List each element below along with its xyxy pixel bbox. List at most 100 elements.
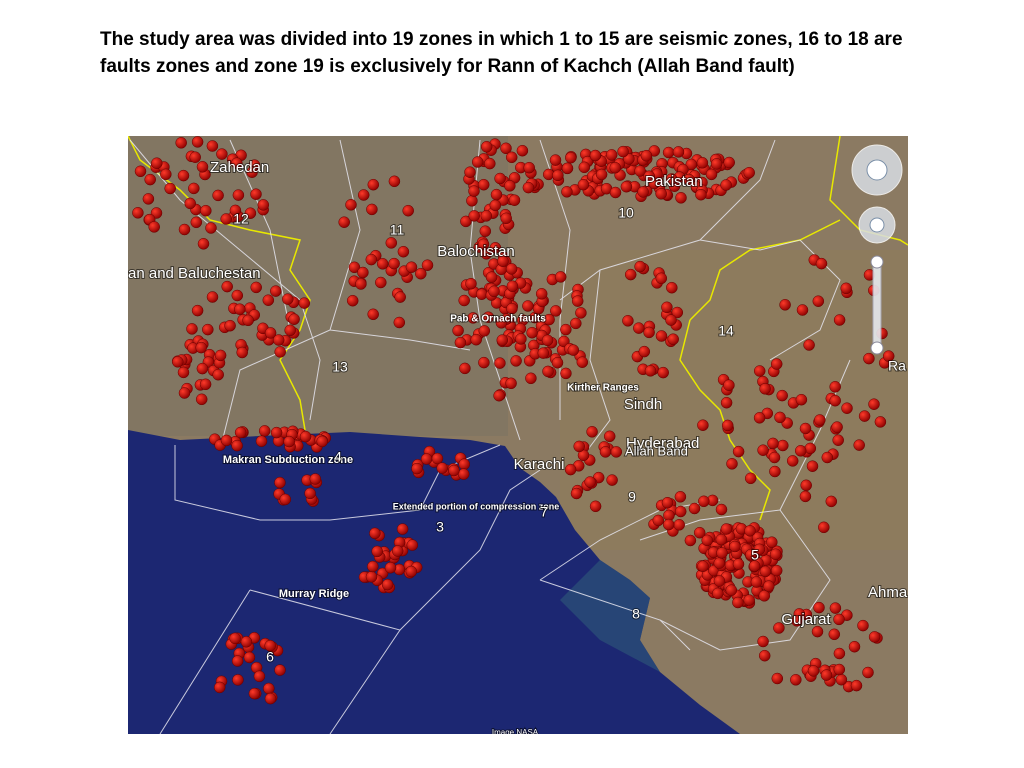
seismic-dot xyxy=(791,615,803,627)
seismic-dot xyxy=(609,161,621,174)
map-label: Sindh xyxy=(624,396,662,413)
seismic-dot xyxy=(355,278,367,290)
seismic-dot xyxy=(504,180,516,192)
seismic-dot xyxy=(820,669,833,681)
seismic-dot xyxy=(576,356,589,368)
seismic-dot xyxy=(716,547,728,559)
seismic-dot xyxy=(496,334,509,346)
seismic-dot xyxy=(523,161,535,174)
seismic-dot xyxy=(304,487,316,500)
seismic-dot xyxy=(459,362,471,375)
seismic-dot xyxy=(184,197,196,210)
map-labels: Zahedan Pakistan 12 11 10 Balochistan an and B… xyxy=(128,158,908,734)
seismic-dot xyxy=(750,576,763,588)
seismic-dot xyxy=(813,601,825,614)
seismic-dot xyxy=(578,161,591,174)
seismic-dot xyxy=(726,458,738,470)
seismic-dot xyxy=(470,333,482,346)
seismic-dot xyxy=(673,519,685,531)
seismic-dot xyxy=(868,631,881,643)
seismic-dot xyxy=(697,560,709,572)
seismic-dot xyxy=(199,378,212,391)
zoom-slider[interactable] xyxy=(872,257,882,355)
look-center xyxy=(866,159,888,181)
seismic-dot xyxy=(188,182,200,195)
map-label: 12 xyxy=(233,211,249,227)
slide-title: The study area was divided into 19 zones… xyxy=(100,29,903,77)
seismic-dot xyxy=(799,490,812,503)
seismic-dot xyxy=(214,349,227,362)
seismic-dot xyxy=(685,158,698,171)
seismic-dot xyxy=(829,602,842,614)
seismic-dot xyxy=(369,527,381,540)
seismic-dot xyxy=(543,313,555,326)
seismic-dot xyxy=(381,578,394,591)
seismic-dot xyxy=(833,663,846,676)
seismic-dot xyxy=(196,362,209,375)
seismic-dot xyxy=(807,665,820,677)
seismic-dot xyxy=(863,352,875,365)
seismic-dot xyxy=(242,314,254,327)
map-label: Pakistan xyxy=(645,173,703,190)
seismic-dot xyxy=(833,314,846,326)
seismic-dot xyxy=(795,393,808,406)
seismic-dot xyxy=(367,178,380,191)
seismic-dot xyxy=(270,285,282,297)
seismic-dot xyxy=(420,453,433,465)
seismic-dot xyxy=(405,565,418,578)
seismic-dot xyxy=(200,204,212,217)
seismic-dot xyxy=(240,636,253,648)
seismic-dot xyxy=(586,426,598,438)
seismic-dot xyxy=(770,358,783,370)
seismic-dot xyxy=(468,210,480,222)
seismic-dot xyxy=(624,268,637,281)
seismic-dot xyxy=(667,333,679,345)
seismic-dot xyxy=(526,326,538,339)
seismic-dot xyxy=(148,221,160,233)
seismic-dot xyxy=(609,186,622,199)
seismic-dot xyxy=(283,435,295,448)
seismic-dot xyxy=(522,181,535,194)
seismic-dot xyxy=(357,266,369,279)
seismic-dot xyxy=(821,451,834,464)
seismic-dot xyxy=(770,564,783,577)
seismic-dot xyxy=(710,158,723,170)
seismic-dot xyxy=(537,347,550,359)
seismic-dot xyxy=(384,561,397,574)
seismic-dot xyxy=(840,282,852,295)
seismic-dot xyxy=(500,142,512,155)
seismic-dot xyxy=(229,204,242,217)
seismic-dot xyxy=(376,258,389,270)
seismic-dot xyxy=(357,189,370,201)
seismic-dot xyxy=(488,285,500,298)
seismic-dot xyxy=(213,681,226,694)
seismic-dot xyxy=(715,503,728,516)
seismic-dot xyxy=(253,670,266,683)
zoom-out[interactable] xyxy=(870,341,884,355)
seismic-dot xyxy=(231,439,243,452)
zoom-in[interactable] xyxy=(870,255,884,269)
seismic-dot xyxy=(406,539,419,551)
seismic-dot xyxy=(774,411,786,424)
map-label: 11 xyxy=(390,222,405,238)
seismic-dot xyxy=(436,462,448,474)
seismic-dot xyxy=(674,505,687,518)
seismic-dot xyxy=(202,323,214,336)
seismic-dot xyxy=(457,468,470,480)
seismic-dot xyxy=(467,312,479,324)
seismic-dot xyxy=(701,534,713,547)
seismic-dot xyxy=(777,439,789,452)
seismic-dot xyxy=(250,281,262,294)
seismic-dot xyxy=(723,379,735,391)
seismic-dot xyxy=(753,365,766,377)
seismic-dot xyxy=(757,444,769,456)
seismic-dot xyxy=(431,452,444,465)
seismic-dot xyxy=(346,294,359,307)
seismic-dot xyxy=(683,173,695,186)
seismic-dot xyxy=(693,526,706,539)
seismic-dot xyxy=(605,149,618,161)
seismic-dot xyxy=(732,596,744,609)
seismic-dot xyxy=(478,356,490,369)
seismic-dot xyxy=(142,193,155,205)
seismic-dot xyxy=(554,271,567,283)
